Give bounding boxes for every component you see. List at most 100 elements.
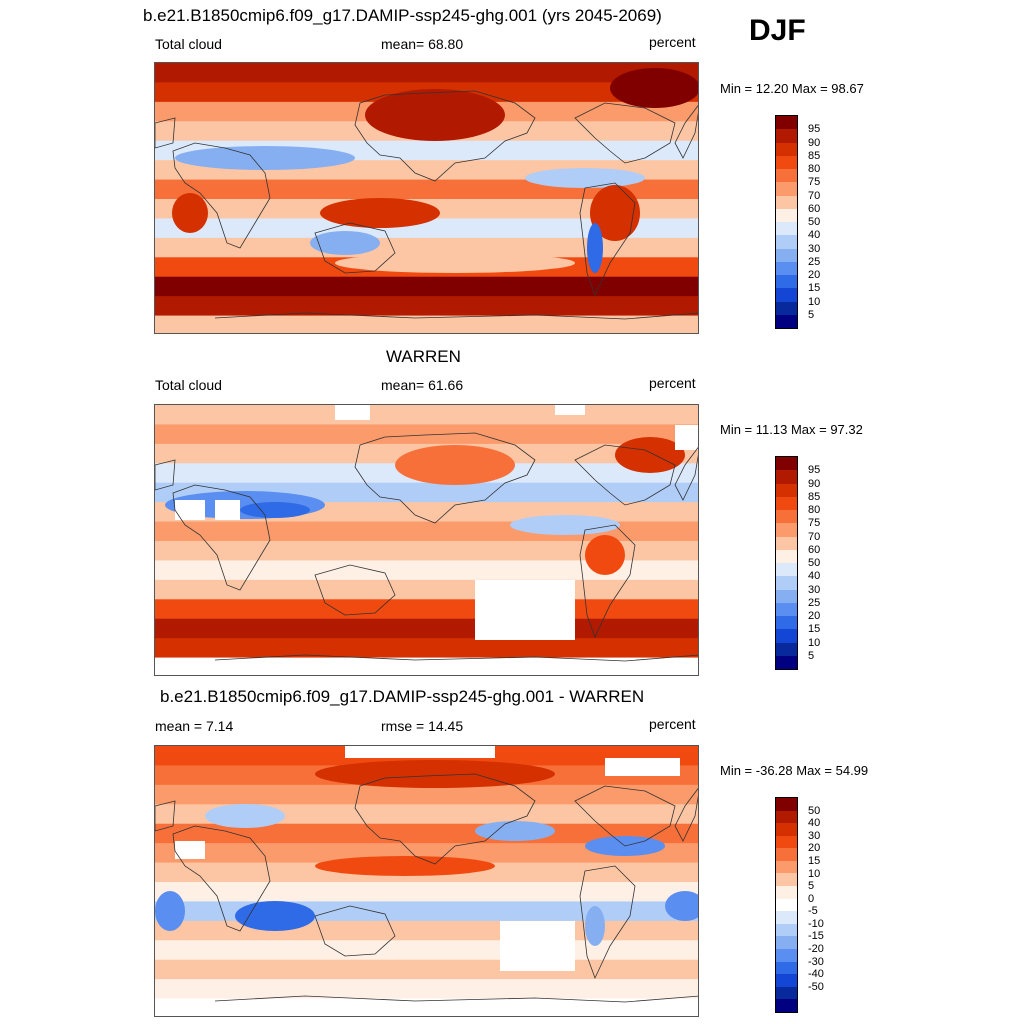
colorbar-tick-label: 30 [808,829,821,842]
colorbar-tick-label: -30 [808,955,824,968]
field-band [155,843,698,864]
colorbar-swatch [776,629,797,643]
colorbar-tick-label: 5 [808,649,815,662]
colorbar-swatch [776,999,797,1012]
panel3-minmax: Min = -36.28 Max = 54.99 [720,763,869,778]
panel3-rmse: rmse = 14.45 [381,718,464,734]
field-blob [175,146,355,170]
colorbar-tick-label: 5 [808,880,815,893]
colorbar-tick-label: 60 [808,543,821,556]
coastline [155,459,176,491]
colorbar-swatch [776,510,797,524]
colorbar-swatch [776,589,797,603]
field-blob [525,168,645,188]
field-band [155,63,698,84]
panel1-minmax: Min = 12.20 Max = 98.67 [720,81,864,96]
missing-data [215,500,240,520]
colorbar-tick-label: 80 [808,504,821,516]
field-band [155,276,698,298]
colorbar-swatch [776,301,797,315]
colorbar-swatch [776,873,797,887]
colorbar-swatch [776,563,797,577]
colorbar-swatch [776,536,797,550]
coastline [354,432,536,524]
colorbar-tick-label: 10 [808,867,821,880]
missing-data [475,580,575,640]
colorbar-swatch [776,911,797,924]
coastline [172,484,271,591]
field-band [155,560,698,581]
field-band [155,599,698,620]
colorbar-tick-label: -15 [808,930,824,943]
coastline [172,142,271,249]
field-band [155,579,698,601]
missing-data [555,405,585,415]
panel3-map [154,745,699,1017]
coastline [674,787,698,842]
colorbar-swatch [776,642,797,656]
colorbar-swatch [776,810,797,824]
field-band [155,218,698,239]
colorbar-tick-label: 15 [808,623,821,636]
coastline [314,564,396,616]
colorbar-tick-label: 70 [808,189,821,202]
coastline [574,785,676,847]
panel2-minmax: Min = 11.13 Max = 97.32 [720,422,863,437]
panel1-colorbar [775,115,798,329]
colorbar-tick-label: 75 [808,517,821,530]
panel1-mean: mean= 68.80 [381,36,464,52]
panel2-units: percent [649,375,696,391]
panel2-left-label: Total cloud [155,377,222,393]
field-blob [665,891,698,921]
field-band [155,541,698,562]
colorbar-swatch [776,182,797,196]
missing-data [675,425,698,450]
missing-data [175,500,205,520]
panel2-title: WARREN [386,347,461,366]
colorbar-swatch [776,457,797,471]
field-band [155,979,698,1000]
colorbar-tick-label: 85 [808,490,821,503]
colorbar-swatch [776,208,797,222]
coastline [354,90,536,182]
panel2-map [154,404,699,676]
colorbar-tick-label: 10 [808,636,821,649]
colorbar-swatch [776,275,797,289]
field-blob [585,535,625,575]
field-band [155,920,698,942]
missing-data [605,758,680,776]
coastline [574,102,676,164]
colorbar-tick-label: 10 [808,295,821,308]
colorbar-tick-label: -50 [808,980,824,993]
field-blob [590,185,640,241]
colorbar-tick-label: 20 [808,842,821,855]
coastline [172,825,271,932]
coastline [674,104,698,159]
field-band [155,315,698,333]
colorbar-swatch [776,314,797,328]
colorbar-swatch [776,496,797,510]
colorbar-swatch [776,898,797,912]
colorbar-tick-label: -5 [808,905,818,918]
colorbar-swatch [776,974,797,987]
field-band [155,998,698,1016]
field-band [155,882,698,903]
panel2-colorbar [775,456,798,670]
colorbar-tick-label: 70 [808,530,821,543]
colorbar-swatch [776,616,797,630]
field-blob [395,445,515,485]
colorbar-swatch [776,261,797,275]
field-blob [587,223,603,273]
colorbar-swatch [776,848,797,861]
colorbar-swatch [776,195,797,209]
panel1-map [154,62,699,334]
coastline [314,905,396,957]
missing-data [335,405,370,420]
panel1-title: b.e21.B1850cmip6.f09_g17.DAMIP-ssp245-gh… [143,6,662,25]
missing-data [500,921,575,971]
colorbar-swatch [776,948,797,962]
field-blob [320,198,440,228]
coastline [214,312,698,320]
field-band [155,405,698,426]
colorbar-tick-label: 5 [808,308,815,321]
